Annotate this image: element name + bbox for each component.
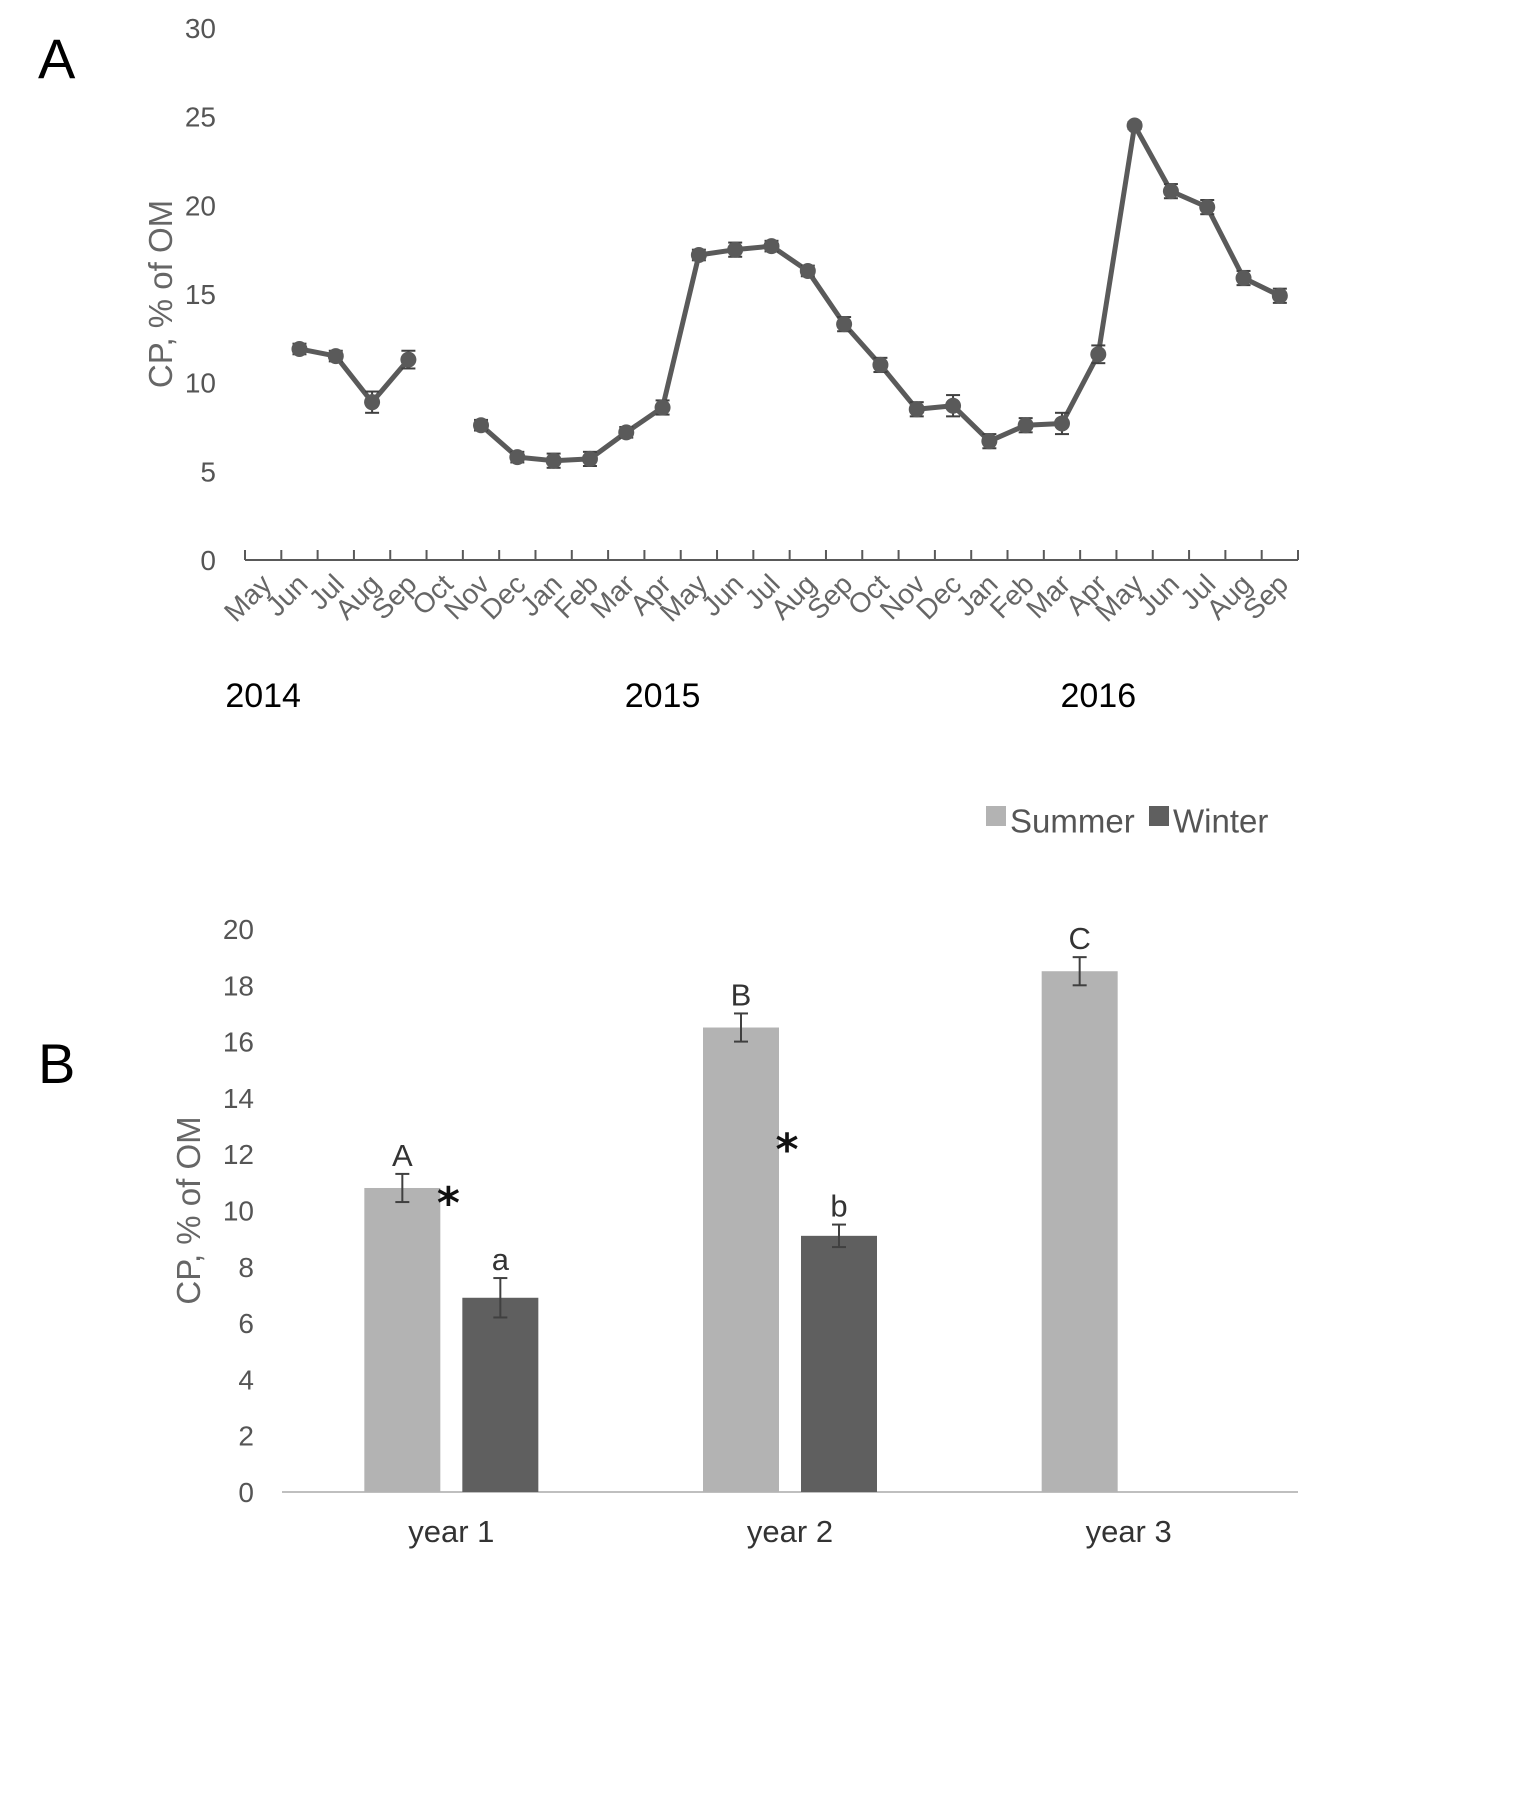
significance-star: * bbox=[437, 1178, 460, 1229]
category-label: year 2 bbox=[747, 1514, 833, 1549]
legend-swatch-summer bbox=[986, 806, 1006, 826]
bar-summer bbox=[1041, 971, 1118, 1492]
data-point bbox=[981, 433, 998, 450]
significance-letter: C bbox=[1068, 921, 1090, 956]
y-tick-label: 18 bbox=[223, 970, 254, 1001]
data-point bbox=[872, 356, 889, 373]
panel-b: B Summer Winter CP, % of OM 0 2 4 6 8 10 12 14 16… bbox=[38, 803, 1298, 1549]
panel-a-series bbox=[291, 117, 1288, 469]
data-point bbox=[727, 241, 744, 258]
data-point bbox=[1199, 199, 1216, 216]
data-point bbox=[364, 394, 381, 411]
panel-a-y-axis-title: CP, % of OM bbox=[142, 200, 179, 388]
bar-summer bbox=[703, 1027, 779, 1492]
data-point bbox=[908, 401, 925, 418]
data-point bbox=[1126, 117, 1143, 134]
y-tick-label: 0 bbox=[238, 1477, 254, 1508]
y-tick-label: 25 bbox=[185, 102, 216, 133]
data-point bbox=[1017, 417, 1034, 434]
data-point bbox=[1162, 183, 1179, 200]
data-point bbox=[400, 351, 417, 368]
y-tick-label: 10 bbox=[185, 368, 216, 399]
data-point bbox=[1090, 346, 1107, 363]
year-label: 2014 bbox=[225, 677, 301, 715]
y-tick-label: 8 bbox=[238, 1252, 254, 1283]
y-tick-label: 5 bbox=[200, 456, 216, 487]
significance-letter: A bbox=[392, 1138, 413, 1173]
panel-a-y-ticks: 0 5 10 15 20 25 30 bbox=[185, 13, 216, 576]
significance-letter: B bbox=[731, 977, 752, 1012]
data-point bbox=[545, 452, 562, 469]
data-point bbox=[1271, 287, 1288, 304]
data-point bbox=[799, 262, 816, 279]
significance-star: * bbox=[775, 1125, 798, 1176]
data-point bbox=[327, 348, 344, 365]
x-tick-label: Sep bbox=[1237, 568, 1294, 625]
data-point bbox=[763, 238, 780, 255]
data-point bbox=[509, 449, 526, 466]
panel-a-year-labels: 2014 2015 2016 bbox=[225, 677, 1136, 715]
panel-b-legend: Summer Winter bbox=[986, 803, 1268, 840]
y-tick-label: 14 bbox=[223, 1083, 254, 1114]
y-tick-label: 20 bbox=[223, 914, 254, 945]
panel-b-y-ticks: 0 2 4 6 8 10 12 14 16 18 20 bbox=[223, 914, 254, 1508]
y-tick-label: 10 bbox=[223, 1196, 254, 1227]
y-tick-label: 12 bbox=[223, 1139, 254, 1170]
panel-b-label: B bbox=[38, 1032, 75, 1095]
y-tick-label: 16 bbox=[223, 1027, 254, 1058]
panel-a-x-ticks: MayJunJulAugSepOctNovDecJanFebMarAprMayJ… bbox=[218, 550, 1299, 628]
category-label: year 1 bbox=[408, 1514, 494, 1549]
significance-letter: b bbox=[830, 1189, 847, 1224]
bar-winter bbox=[462, 1297, 539, 1492]
data-point bbox=[1235, 270, 1252, 287]
panel-b-category-labels: year 1 year 2 year 3 bbox=[408, 1514, 1172, 1549]
year-label: 2016 bbox=[1060, 677, 1136, 715]
series-line bbox=[479, 123, 1281, 464]
y-tick-label: 2 bbox=[238, 1421, 254, 1452]
y-tick-label: 20 bbox=[185, 190, 216, 221]
data-point bbox=[945, 397, 962, 414]
data-point bbox=[690, 246, 707, 263]
data-point bbox=[581, 450, 598, 467]
data-point bbox=[291, 340, 308, 357]
data-point bbox=[836, 316, 853, 333]
y-tick-label: 6 bbox=[238, 1308, 254, 1339]
category-label: year 3 bbox=[1086, 1514, 1172, 1549]
data-point bbox=[473, 417, 490, 434]
legend-label-summer: Summer bbox=[1010, 803, 1135, 840]
panel-a: A CP, % of OM 0 5 10 15 20 25 30 MayJunJulAugS… bbox=[38, 13, 1299, 715]
year-label: 2015 bbox=[625, 677, 701, 715]
legend-swatch-winter bbox=[1149, 806, 1169, 826]
panel-b-y-axis-title: CP, % of OM bbox=[170, 1116, 207, 1304]
significance-letter: a bbox=[492, 1242, 510, 1277]
data-point bbox=[618, 424, 635, 441]
y-tick-label: 15 bbox=[185, 279, 216, 310]
y-tick-label: 30 bbox=[185, 13, 216, 44]
bar-winter bbox=[801, 1235, 877, 1492]
data-point bbox=[1053, 415, 1070, 432]
panel-a-label: A bbox=[38, 27, 76, 90]
panel-b-bars: Aa * Bb * C bbox=[364, 921, 1118, 1492]
bar-summer bbox=[364, 1187, 441, 1492]
series-line bbox=[298, 346, 411, 405]
legend-label-winter: Winter bbox=[1173, 803, 1268, 840]
y-tick-label: 4 bbox=[238, 1364, 254, 1395]
data-point bbox=[654, 399, 671, 416]
y-tick-label: 0 bbox=[200, 545, 216, 576]
